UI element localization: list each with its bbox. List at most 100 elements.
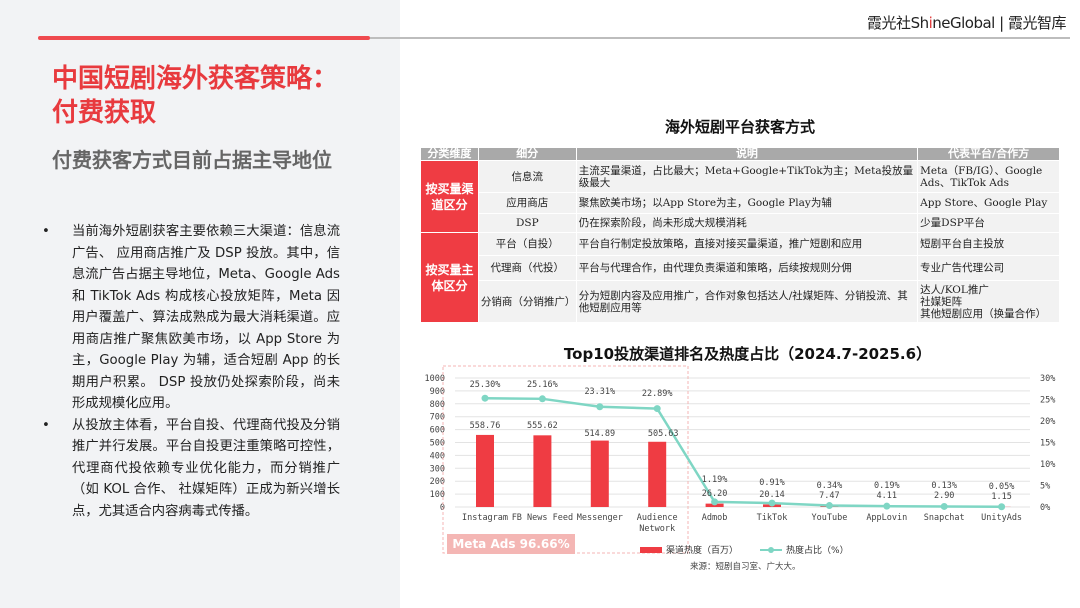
bar-data-label: 558.76: [470, 421, 501, 431]
y-tick-label-left: 500: [430, 439, 445, 449]
y-tick-label-right: 5%: [1040, 482, 1050, 492]
legend-item-bar: 渠道热度（百万）: [640, 543, 738, 556]
bullet-list: 当前海外短剧获客主要依赖三大渠道：信息流广告、 应用商店推广及 DSP 投放。其…: [40, 221, 340, 522]
bullet-item: 当前海外短剧获客主要依赖三大渠道：信息流广告、 应用商店推广及 DSP 投放。其…: [40, 221, 340, 415]
bar: [476, 434, 494, 507]
bar-data-label: 514.89: [584, 429, 615, 439]
line-data-label: 22.89%: [642, 389, 673, 399]
table-row: 应用商店 聚焦欧美市场；以App Store为主，Google Play为辅 A…: [421, 192, 1060, 214]
line-point: [940, 502, 948, 510]
line-data-label: 1.19%: [702, 475, 728, 485]
line-point: [596, 403, 604, 411]
x-tick-label: Network: [639, 524, 675, 534]
header-accent-bar: [38, 36, 370, 40]
legend-line-swatch: [760, 546, 783, 553]
rep-cell: 短剧平台自主投放: [917, 232, 1060, 256]
table-row: DSP 仍在探索阶段，尚未形成大规模消耗 少量DSP平台: [421, 213, 1060, 233]
x-tick-label: UnityAds: [981, 513, 1022, 523]
brand-logo: 霞光社ShineGlobal | 霞光智库: [867, 14, 1066, 32]
y-tick-label-left: 400: [430, 451, 445, 461]
line-point: [538, 395, 546, 403]
x-tick-label: FB News Feed: [512, 513, 573, 523]
page-title: 中国短剧海外获客策略： 付费获取: [52, 64, 339, 128]
header-divider: [370, 37, 1070, 39]
line-data-label: 23.31%: [584, 387, 615, 397]
bar-data-label: 555.62: [527, 421, 558, 431]
desc-cell: 主流买量渠道，占比最大；Meta+Google+TikTok为主；Meta投放量…: [575, 160, 919, 193]
sub-cell: 信息流: [477, 160, 577, 193]
desc-cell: 平台与代理合作，由代理负责渠道和策略，后续按规则分佣: [575, 255, 919, 281]
y-tick-label-left: 700: [430, 413, 445, 423]
meta-ads-annotation: Meta Ads 96.66%: [447, 534, 575, 554]
table-title: 海外短剧平台获客方式: [664, 118, 815, 136]
line-point: [711, 498, 719, 506]
y-tick-label-right: 30%: [1040, 374, 1055, 384]
chart-title: Top10投放渠道排名及热度占比（2024.7-2025.6）: [563, 345, 932, 363]
rep-cell: 达人/KOL推广 社媒矩阵 其他短剧应用（换量合作）: [917, 280, 1060, 323]
table-header: 分类维度: [420, 147, 479, 161]
table-header: 细分: [477, 147, 577, 161]
y-tick-label-left: 100: [430, 490, 445, 500]
bar-data-label: 1.15: [991, 492, 1011, 502]
sub-cell: 应用商店: [477, 192, 577, 214]
bar: [533, 435, 552, 507]
table-row: 代理商（代投） 平台与代理合作，由代理负责渠道和策略，后续按规则分佣 专业广告代…: [421, 255, 1060, 281]
bar-data-label: 7.47: [819, 491, 839, 501]
meta-ads-highlight-box: [442, 365, 689, 554]
chart-source: 来源：短剧自习室、广大大。: [690, 562, 801, 572]
bar: [648, 441, 667, 507]
legend-item-line: 热度占比（%）: [760, 543, 849, 556]
desc-cell: 聚焦欧美市场；以App Store为主，Google Play为辅: [575, 192, 919, 214]
bullet-item: 从投放主体看，平台自投、代理商代投及分销推广并行发展。平台自投更注重策略可控性，…: [40, 415, 340, 523]
page-subtitle: 付费获客方式目前占据主导地位: [52, 148, 332, 172]
y-tick-label-right: 15%: [1040, 439, 1055, 449]
bar-data-label: 20.14: [759, 490, 785, 500]
y-tick-label-right: 0%: [1040, 503, 1050, 513]
desc-cell: 仍在探索阶段，尚未形成大规模消耗: [575, 213, 919, 233]
table-header: 说明: [575, 147, 919, 161]
line-point: [998, 503, 1006, 511]
x-tick-label: AppLovin: [866, 513, 907, 523]
x-tick-label: YouTube: [811, 513, 847, 523]
x-tick-label: Admob: [702, 513, 728, 523]
y-tick-label-left: 300: [430, 464, 445, 474]
legend-bar-swatch: [640, 546, 662, 553]
x-tick-label: Snapchat: [924, 513, 965, 523]
y-tick-label-right: 20%: [1040, 417, 1055, 427]
y-tick-label-left: 200: [430, 477, 445, 487]
line-data-label: 0.34%: [817, 481, 843, 491]
line-point: [481, 394, 489, 402]
table-header: 代表平台/合作方: [917, 147, 1060, 161]
sub-cell: DSP: [477, 213, 577, 233]
acquisition-table: 分类维度 细分 说明 代表平台/合作方 按买量渠道区分 信息流 主流买量渠道，占…: [420, 147, 1060, 323]
line-point: [768, 499, 776, 507]
chart-legend: 渠道热度（百万） 热度占比（%）: [640, 543, 849, 556]
x-tick-label: Instagram: [462, 513, 508, 523]
table-header-row: 分类维度 细分 说明 代表平台/合作方: [420, 147, 1060, 161]
y-tick-label-left: 900: [430, 387, 445, 397]
line-data-label: 25.30%: [470, 380, 501, 390]
y-tick-label-left: 600: [430, 426, 445, 436]
bar: [590, 440, 609, 507]
y-tick-label-left: 800: [430, 400, 445, 410]
sub-cell: 分销商（分销推广）: [477, 280, 577, 323]
line-data-label: 0.05%: [989, 482, 1015, 492]
bar-data-label: 4.11: [877, 491, 897, 501]
y-tick-label-right: 25%: [1040, 396, 1055, 406]
line-point: [825, 502, 833, 510]
bar-data-label: 505.63: [648, 429, 679, 439]
table-row: 分销商（分销推广） 分为短剧内容及应用推广，合作对象包括达人/社媒矩阵、分销投流…: [421, 280, 1060, 323]
x-tick-label: TikTok: [757, 513, 788, 523]
x-tick-label: Audience: [637, 513, 678, 523]
rep-cell: Meta（FB/IG）、Google Ads、TikTok Ads: [917, 160, 1060, 193]
line-point: [883, 502, 891, 510]
bar-data-label: 26.20: [702, 489, 728, 499]
line-data-label: 0.91%: [759, 478, 785, 488]
rep-cell: App Store、Google Play: [917, 192, 1060, 214]
y-tick-label-left: 1000: [425, 374, 445, 384]
desc-cell: 分为短剧内容及应用推广，合作对象包括达人/社媒矩阵、分销投流、其他短剧应用等: [575, 280, 919, 323]
y-tick-label-left: 0: [440, 503, 445, 513]
line-data-label: 25.16%: [527, 380, 558, 390]
bar-data-label: 2.90: [934, 491, 954, 501]
